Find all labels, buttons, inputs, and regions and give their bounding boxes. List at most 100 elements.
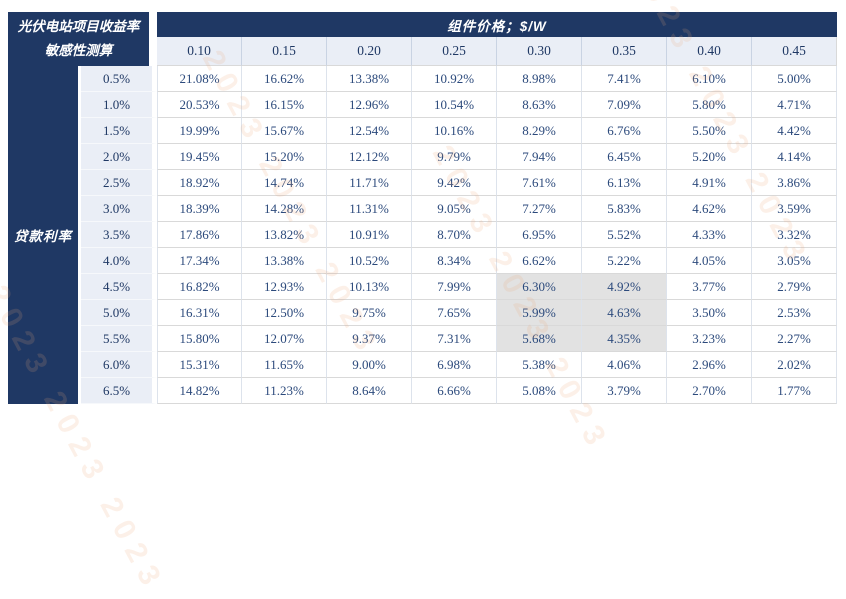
data-cell: 7.94% [497,144,582,170]
data-cell: 12.96% [327,92,412,118]
data-cell: 15.67% [242,118,327,144]
data-cell: 2.53% [752,300,838,326]
data-cell: 3.50% [667,300,752,326]
data-cell: 4.05% [667,248,752,274]
table-row: 4.5% 16.82% 12.93% 10.13% 7.99% 6.30% 4.92% 3.7… [8,274,838,300]
row-header: 1.0% [81,92,157,118]
column-group-title: 组件价格；$/W [157,12,838,37]
data-cell: 4.06% [582,352,667,378]
table-title-line2: 敏感性测算 [44,43,113,58]
data-cell: 7.61% [497,170,582,196]
data-cell: 7.65% [412,300,497,326]
data-cell: 8.63% [497,92,582,118]
table-row: 6.0% 15.31% 11.65% 9.00% 6.98% 5.38% 4.06% 2.96… [8,352,838,378]
data-cell: 3.86% [752,170,838,196]
col-header: 0.15 [242,37,327,66]
data-cell: 15.31% [157,352,242,378]
data-cell: 2.70% [667,378,752,404]
data-cell: 13.38% [242,248,327,274]
data-cell: 5.22% [582,248,667,274]
data-cell: 3.77% [667,274,752,300]
row-header: 5.0% [81,300,157,326]
data-cell: 16.15% [242,92,327,118]
row-group-title: 贷款利率 [8,66,81,404]
table-row: 贷款利率 0.5% 21.08% 16.62% 13.38% 10.92% 8.98% 7.4… [8,66,838,404]
data-cell: 13.38% [327,66,412,92]
data-cell: 8.70% [412,222,497,248]
data-cell: 3.05% [752,248,838,274]
row-header: 2.5% [81,170,157,196]
data-cell: 7.27% [497,196,582,222]
table-row: 3.0% 18.39% 14.28% 11.31% 9.05% 7.27% 5.83% 4.6… [8,196,838,222]
col-header: 0.30 [497,37,582,66]
data-cell: 4.14% [752,144,838,170]
data-cell: 6.98% [412,352,497,378]
table-row: 6.5% 14.82% 11.23% 8.64% 6.66% 5.08% 3.79% 2.70… [8,378,838,404]
data-cell: 17.34% [157,248,242,274]
data-cell: 18.92% [157,170,242,196]
data-cell: 10.13% [327,274,412,300]
data-cell: 14.28% [242,196,327,222]
data-cell: 20.53% [157,92,242,118]
data-cell: 11.65% [242,352,327,378]
data-cell: 9.42% [412,170,497,196]
row-header: 5.5% [81,326,157,352]
data-cell: 19.45% [157,144,242,170]
data-cell: 6.66% [412,378,497,404]
data-cell: 4.71% [752,92,838,118]
data-cell: 10.54% [412,92,497,118]
data-cell: 4.62% [667,196,752,222]
data-cell: 15.80% [157,326,242,352]
sensitivity-table: 光伏电站项目收益率 敏感性测算 组件价格；$/W 0.10 0.15 0.20 0.2… [8,12,838,404]
table-row: 1.5% 19.99% 15.67% 12.54% 10.16% 8.29% 6.76% 5.… [8,118,838,144]
data-cell: 21.08% [157,66,242,92]
table-row: 1.0% 20.53% 16.15% 12.96% 10.54% 8.63% 7.09% 5.… [8,92,838,118]
data-cell: 6.95% [497,222,582,248]
data-cell: 4.91% [667,170,752,196]
data-cell: 2.96% [667,352,752,378]
data-cell: 14.82% [157,378,242,404]
row-header: 0.5% [81,66,157,92]
data-cell: 5.99% [497,300,582,326]
data-cell: 10.16% [412,118,497,144]
data-cell: 12.12% [327,144,412,170]
data-cell: 3.59% [752,196,838,222]
data-cell: 12.93% [242,274,327,300]
data-cell: 4.42% [752,118,838,144]
row-header: 2.0% [81,144,157,170]
data-cell: 4.63% [582,300,667,326]
table-title-line1: 光伏电站项目收益率 [17,19,140,35]
data-cell: 2.79% [752,274,838,300]
data-cell: 12.50% [242,300,327,326]
data-cell: 5.08% [497,378,582,404]
data-cell: 12.54% [327,118,412,144]
data-cell: 5.68% [497,326,582,352]
row-header: 6.5% [81,378,157,404]
data-cell: 5.38% [497,352,582,378]
data-cell: 9.79% [412,144,497,170]
table-row: 2.5% 18.92% 14.74% 11.71% 9.42% 7.61% 6.13% 4.9… [8,170,838,196]
data-cell: 7.09% [582,92,667,118]
data-cell: 13.82% [242,222,327,248]
data-cell: 6.30% [497,274,582,300]
data-cell: 7.41% [582,66,667,92]
data-cell: 9.75% [327,300,412,326]
col-header: 0.35 [582,37,667,66]
data-cell: 3.79% [582,378,667,404]
col-header: 0.40 [667,37,752,66]
row-header: 4.5% [81,274,157,300]
data-cell: 5.50% [667,118,752,144]
row-header: 3.5% [81,222,157,248]
data-cell: 8.98% [497,66,582,92]
data-cell: 5.52% [582,222,667,248]
row-header: 3.0% [81,196,157,222]
data-cell: 8.34% [412,248,497,274]
data-cell: 10.52% [327,248,412,274]
data-cell: 3.32% [752,222,838,248]
data-cell: 4.35% [582,326,667,352]
table-row: 3.5% 17.86% 13.82% 10.91% 8.70% 6.95% 5.52% 4.3… [8,222,838,248]
row-header: 6.0% [81,352,157,378]
data-cell: 16.62% [242,66,327,92]
data-cell: 5.20% [667,144,752,170]
